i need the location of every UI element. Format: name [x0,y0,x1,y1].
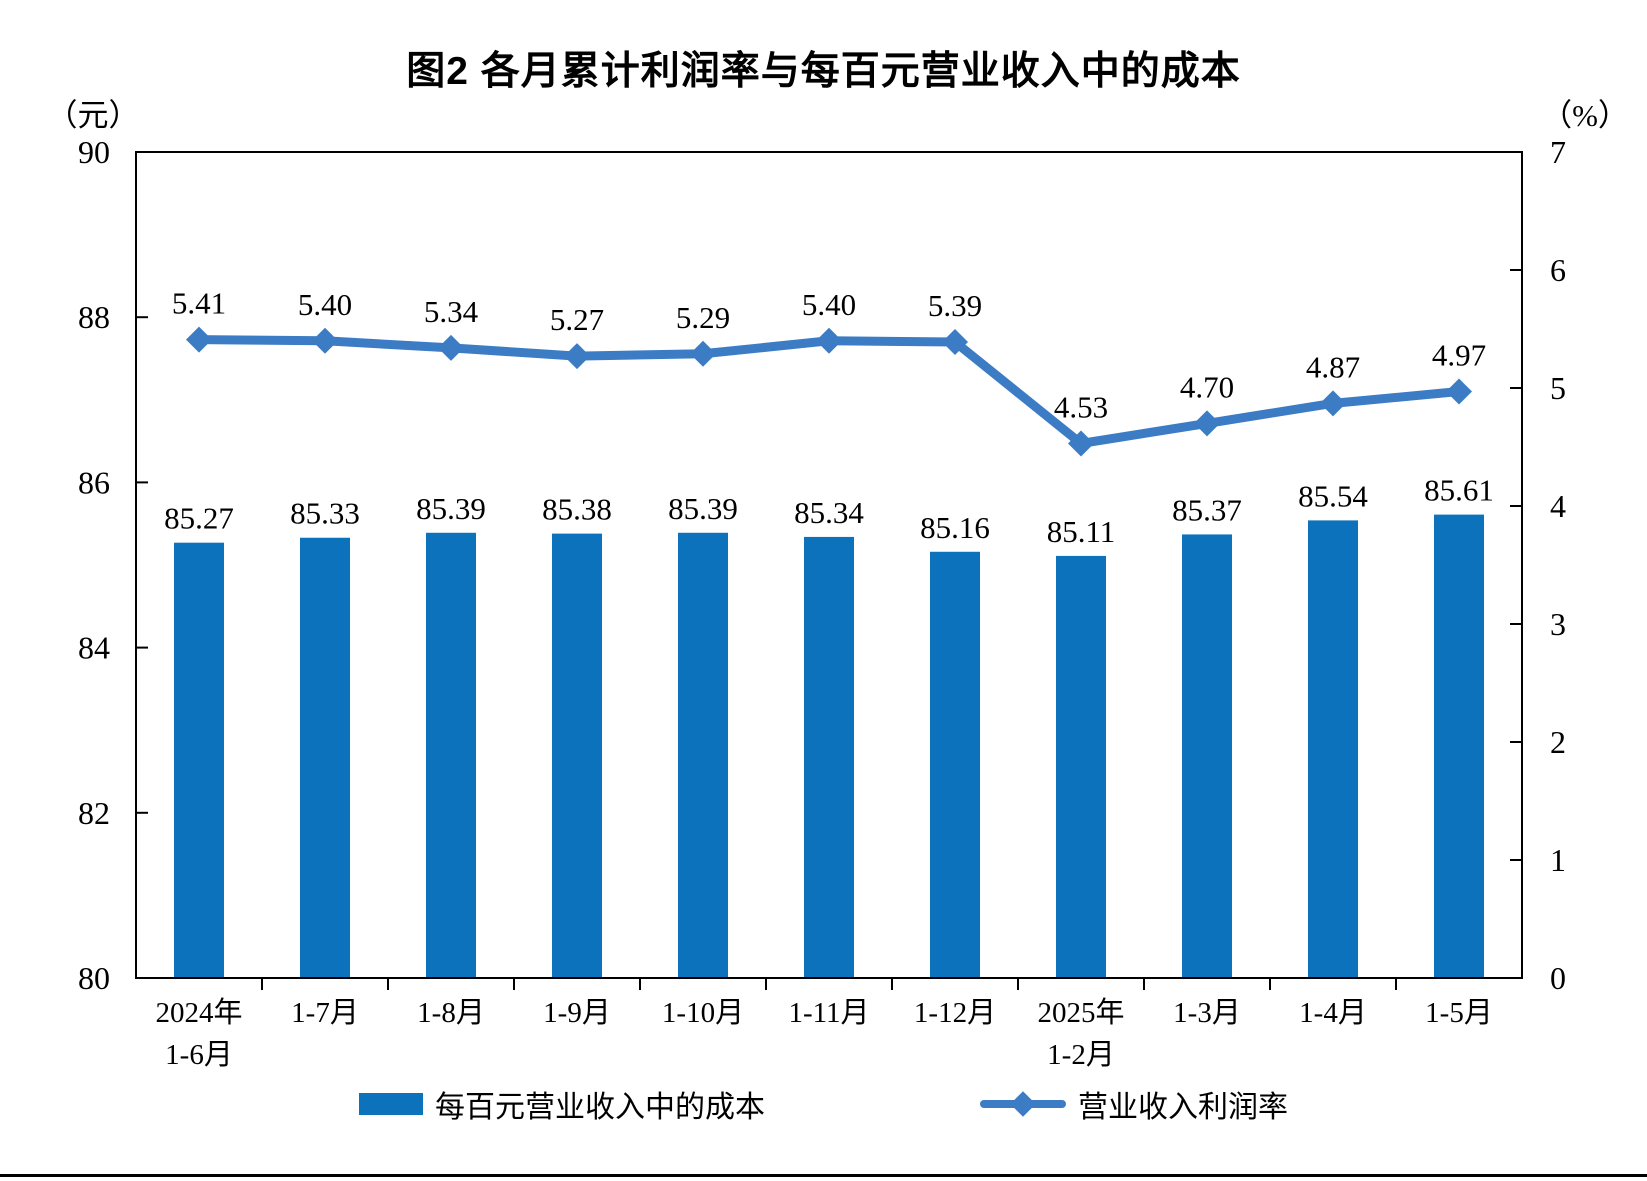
plot-frame [135,151,1523,979]
x-axis-label: 2024年 [155,996,242,1029]
line-value-label: 5.40 [802,287,856,322]
left-axis-tick-label: 82 [78,795,110,831]
left-axis-unit-label: （元） [46,98,140,133]
legend-line-swatch [980,1091,1066,1117]
left-axis-tick-label: 90 [78,134,110,170]
line-value-label: 4.87 [1306,349,1360,384]
x-axis-label: 1-10月 [662,997,744,1029]
bar-value-label: 85.16 [920,510,990,545]
right-axis-tick-label: 2 [1550,724,1566,760]
x-axis-label: 1-12月 [914,997,996,1029]
line-point-diamond-icon [1320,390,1346,417]
right-axis-tick-label: 7 [1550,134,1566,170]
line-value-label: 5.39 [928,288,982,323]
chart-legend: 每百元营业收入中的成本 营业收入利润率 [0,1082,1647,1126]
line-point-diamond-icon [816,327,842,354]
bar-value-label: 85.38 [542,492,612,527]
x-axis-label: 1-11月 [788,997,869,1029]
line-point-diamond-icon [690,340,716,367]
line-point-diamond-icon [1068,430,1094,457]
bar [1182,534,1232,978]
bar-value-label: 85.61 [1424,473,1494,508]
left-axis-tick-label: 88 [78,299,110,335]
x-axis-label: 2025年 [1037,996,1124,1029]
right-axis-tick-label: 1 [1550,842,1566,878]
left-axis-tick-label: 84 [78,630,110,666]
line-value-label: 5.29 [676,300,730,335]
x-axis-label: 1-8月 [417,997,485,1029]
legend-bar-swatch [359,1093,423,1115]
line-point-diamond-icon [186,326,212,353]
legend-line-diamond-icon [1010,1091,1036,1117]
bar [300,537,350,978]
x-axis-label: 1-4月 [1299,997,1367,1029]
bar-value-label: 85.27 [164,501,234,536]
line-point-diamond-icon [312,327,338,354]
bar-value-label: 85.39 [668,491,738,526]
right-axis-unit-label: （%） [1541,98,1629,133]
line-value-label: 4.97 [1432,338,1486,373]
left-axis-tick-label: 86 [78,464,110,500]
bar [1434,514,1484,978]
line-series [198,335,1460,449]
bar [1056,555,1106,978]
bar [678,532,728,978]
line-point-diamond-icon [564,343,590,370]
line-value-label: 5.34 [424,294,479,329]
line-point-diamond-icon [438,334,464,361]
line-value-label: 4.53 [1054,389,1108,424]
chart-title: 图2 各月累计利润率与每百元营业收入中的成本 [406,50,1241,93]
bar-value-label: 85.34 [794,495,864,530]
line-point-diamond-icon [1446,378,1472,405]
bar [1308,520,1358,978]
bar-value-label: 85.54 [1298,478,1368,513]
right-axis-tick-label: 6 [1550,252,1566,288]
x-axis-label: 1-7月 [291,997,359,1029]
bar [552,533,602,978]
x-axis-label: 1-9月 [543,997,611,1029]
bar [930,551,980,978]
line-point-diamond-icon [942,328,968,355]
line-value-label: 5.41 [172,286,226,321]
bar-value-label: 85.33 [290,496,360,531]
bar [804,536,854,978]
x-axis-label: 1-5月 [1425,997,1493,1029]
right-axis-tick-label: 0 [1550,960,1566,996]
left-axis-tick-label: 80 [78,960,110,996]
x-axis-label: 1-2月 [1047,1039,1115,1071]
bar [426,532,476,978]
bar-value-label: 85.37 [1172,492,1242,527]
line-point-diamond-icon [1194,410,1220,437]
line-value-label: 4.70 [1180,369,1234,404]
right-axis-tick-label: 4 [1550,488,1566,524]
line-value-label: 5.40 [298,287,352,322]
bar-value-label: 85.39 [416,491,486,526]
bottom-divider [0,1174,1647,1177]
legend-item-line: 营业收入利润率 [980,1082,1288,1126]
bar [174,542,224,978]
x-axis-label: 1-6月 [165,1039,233,1071]
legend-bar-label: 每百元营业收入中的成本 [435,1091,765,1124]
bar-value-label: 85.11 [1047,514,1116,549]
legend-item-bars: 每百元营业收入中的成本 [359,1082,765,1126]
legend-line-label: 营业收入利润率 [1078,1091,1288,1124]
x-axis-label: 1-3月 [1173,997,1241,1029]
line-value-label: 5.27 [550,302,604,337]
right-axis-tick-label: 3 [1550,606,1566,642]
right-axis-tick-label: 5 [1550,370,1566,406]
